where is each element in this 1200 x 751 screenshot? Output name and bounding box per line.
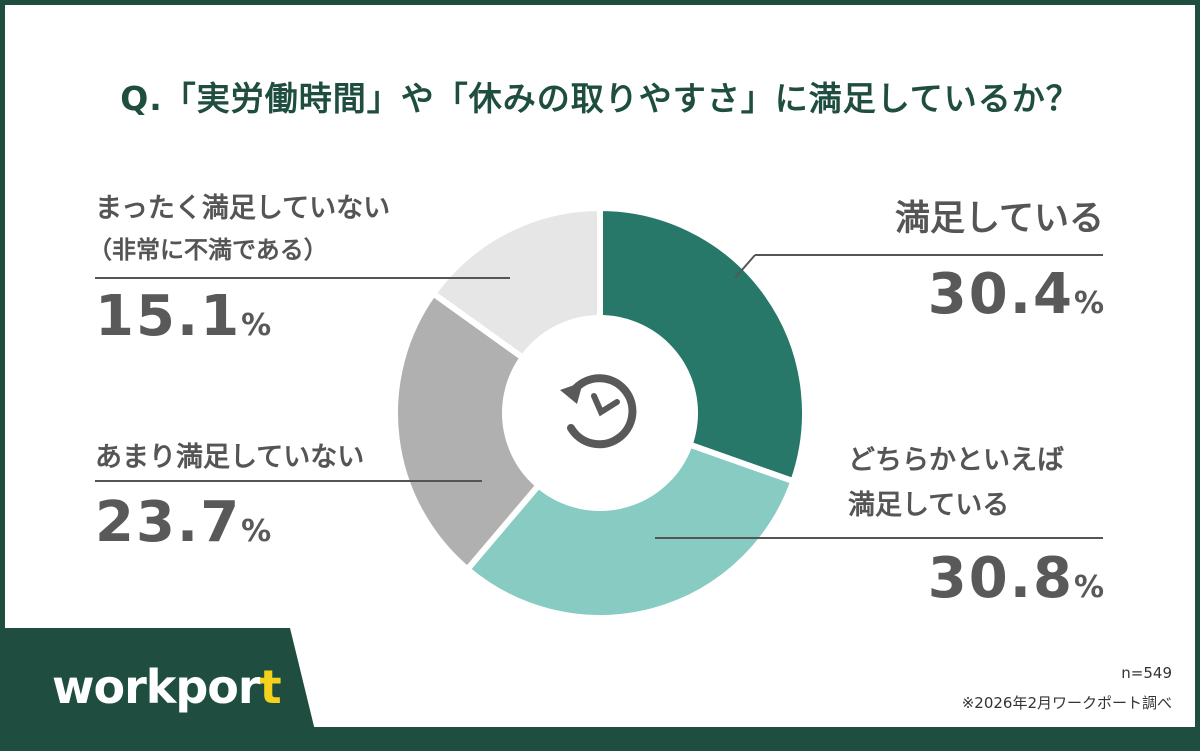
value-not-very-unit: % [241, 514, 272, 549]
slice-somewhat-satisfied [464, 410, 797, 621]
label-not-very: あまり満足していない [95, 442, 365, 473]
value-satisfied-unit: % [1073, 286, 1104, 321]
value-not-very: 23.7% [95, 490, 271, 555]
slice-not-very [392, 290, 603, 573]
clock-arrow-icon [560, 382, 583, 404]
label-somewhat-line1: どちらかといえば [848, 445, 1064, 476]
source-note: ※2026年2月ワークポート調べ [961, 694, 1172, 712]
label-not-at-all-line1: まったく満足していない [95, 193, 391, 224]
value-not-at-all-number: 15.1 [95, 284, 242, 349]
label-somewhat-line2: 満足している [848, 490, 1010, 521]
logo-text: workpor [52, 660, 261, 714]
value-satisfied: 30.4% [928, 262, 1104, 327]
value-not-at-all-unit: % [241, 308, 272, 343]
logo-accent: t [259, 660, 282, 714]
value-satisfied-number: 30.4 [927, 262, 1074, 327]
clock-rotate-icon [567, 374, 637, 449]
workport-logo: workport [52, 660, 282, 714]
label-not-at-all-line2: （非常に不満である） [88, 236, 328, 264]
leader-line-satisfied [734, 254, 756, 279]
value-not-at-all: 15.1% [95, 284, 271, 349]
label-satisfied: 満足している [895, 199, 1104, 239]
value-somewhat-number: 30.8 [927, 546, 1074, 611]
value-somewhat-unit: % [1073, 570, 1104, 605]
sample-size: n=549 [1121, 664, 1172, 682]
value-somewhat: 30.8% [928, 546, 1104, 611]
chart-title: Q.「実労働時間」や「休みの取りやすさ」に満足しているか？ [120, 79, 1080, 118]
value-not-very-number: 23.7 [95, 490, 242, 555]
footer-logo-tab [0, 628, 320, 751]
